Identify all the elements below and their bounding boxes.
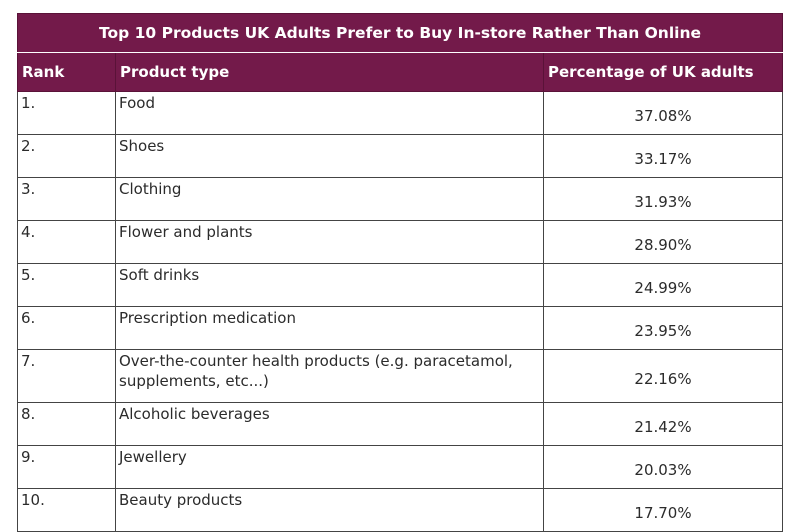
percentage-cell: 20.03% [542, 445, 784, 489]
title-row: Top 10 Products UK Adults Prefer to Buy … [16, 13, 784, 53]
table-body: 1. Food 37.08% 2. Shoes 33.17% 3. Clothing 31.93… [17, 91, 784, 532]
table-row: 9. Jewellery 20.03% [17, 445, 784, 489]
header-row: Rank Product type Percentage of UK adult… [17, 52, 784, 92]
rank-cell: 8. [17, 402, 116, 446]
table-row: 5. Soft drinks 24.99% [17, 263, 784, 307]
percentage-cell: 31.93% [542, 177, 784, 221]
percentage-cell: 24.99% [542, 263, 784, 307]
column-header-rank: Rank [17, 52, 116, 92]
percentage-cell: 22.16% [542, 349, 784, 403]
table-row: 1. Food 37.08% [17, 91, 784, 135]
rank-cell: 2. [17, 134, 116, 178]
product-type-cell: Food [115, 91, 544, 135]
percentage-cell: 33.17% [542, 134, 784, 178]
percentage-cell: 28.90% [542, 220, 784, 264]
percentage-cell: 37.08% [542, 91, 784, 135]
percentage-cell: 23.95% [542, 306, 784, 350]
product-type-cell: Soft drinks [115, 263, 544, 307]
rank-cell: 10. [17, 488, 116, 532]
percentage-cell: 21.42% [542, 402, 784, 446]
product-type-cell: Flower and plants [115, 220, 544, 264]
table-row: 3. Clothing 31.93% [17, 177, 784, 221]
rank-cell: 9. [17, 445, 116, 489]
table-row: 8. Alcoholic beverages 21.42% [17, 402, 784, 446]
product-type-cell: Clothing [115, 177, 544, 221]
product-type-cell: Over-the-counter health products (e.g. p… [115, 349, 544, 403]
table-row: 6. Prescription medication 23.95% [17, 306, 784, 350]
rank-cell: 5. [17, 263, 116, 307]
table-row: 2. Shoes 33.17% [17, 134, 784, 178]
column-header-product-type: Product type [115, 52, 544, 92]
product-type-cell: Prescription medication [115, 306, 544, 350]
rank-cell: 6. [17, 306, 116, 350]
rank-cell: 7. [17, 349, 116, 403]
product-type-cell: Shoes [115, 134, 544, 178]
rank-cell: 1. [17, 91, 116, 135]
product-type-cell: Beauty products [115, 488, 544, 532]
products-table: Top 10 Products UK Adults Prefer to Buy … [16, 13, 784, 532]
product-type-cell: Jewellery [115, 445, 544, 489]
column-header-percentage: Percentage of UK adults [542, 52, 784, 92]
table-row: 7. Over-the-counter health products (e.g.… [17, 349, 784, 403]
table-title: Top 10 Products UK Adults Prefer to Buy … [16, 13, 784, 53]
rank-cell: 4. [17, 220, 116, 264]
table-row: 4. Flower and plants 28.90% [17, 220, 784, 264]
table-row: 10. Beauty products 17.70% [17, 488, 784, 532]
percentage-cell: 17.70% [542, 488, 784, 532]
rank-cell: 3. [17, 177, 116, 221]
product-type-cell: Alcoholic beverages [115, 402, 544, 446]
